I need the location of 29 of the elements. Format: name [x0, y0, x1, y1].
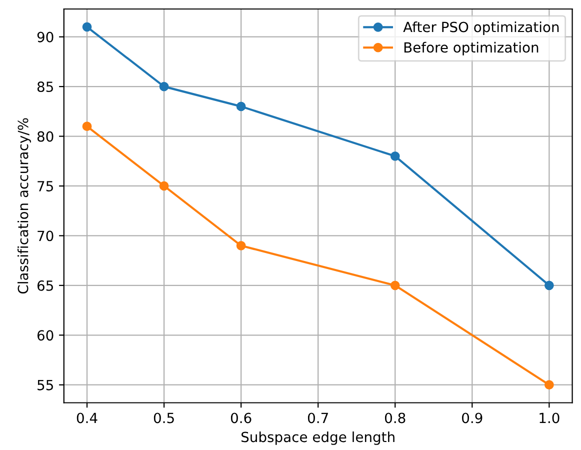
point: [159, 181, 169, 191]
point: [544, 380, 554, 390]
y-tick-label: 65: [37, 280, 53, 291]
point: [236, 102, 246, 112]
y-tick-label: 90: [37, 32, 54, 42]
point: [390, 280, 400, 290]
x-tick-label: 0.5: [154, 412, 174, 424]
x-tick-label: 0.4: [76, 412, 98, 424]
y-axis-title: Classification accuracy/%: [18, 118, 31, 294]
y-tick-label: 80: [37, 131, 54, 142]
y-tick-label: 75: [38, 181, 53, 192]
legend-label: Before optimization: [404, 42, 538, 56]
point: [390, 151, 400, 161]
point: [82, 22, 92, 32]
y-tick-label: 85: [37, 82, 53, 92]
x-axis-title: Subspace edge length: [242, 431, 394, 445]
y-tick-label: 70: [38, 230, 54, 242]
x-tick-label: 0.9: [462, 412, 482, 424]
legend-label: After PSO optimization: [403, 22, 559, 35]
point: [82, 122, 92, 132]
x-tick-label: 1.0: [540, 412, 560, 424]
y-tick-label: 55: [38, 380, 53, 390]
point: [159, 82, 169, 92]
y-tick-label: 60: [37, 330, 54, 341]
x-tick-label: 0.6: [230, 412, 252, 424]
x-tick-label: 0.8: [384, 412, 406, 424]
x-tick-label: 0.7: [308, 412, 328, 424]
point: [236, 240, 246, 250]
point: [544, 280, 554, 290]
